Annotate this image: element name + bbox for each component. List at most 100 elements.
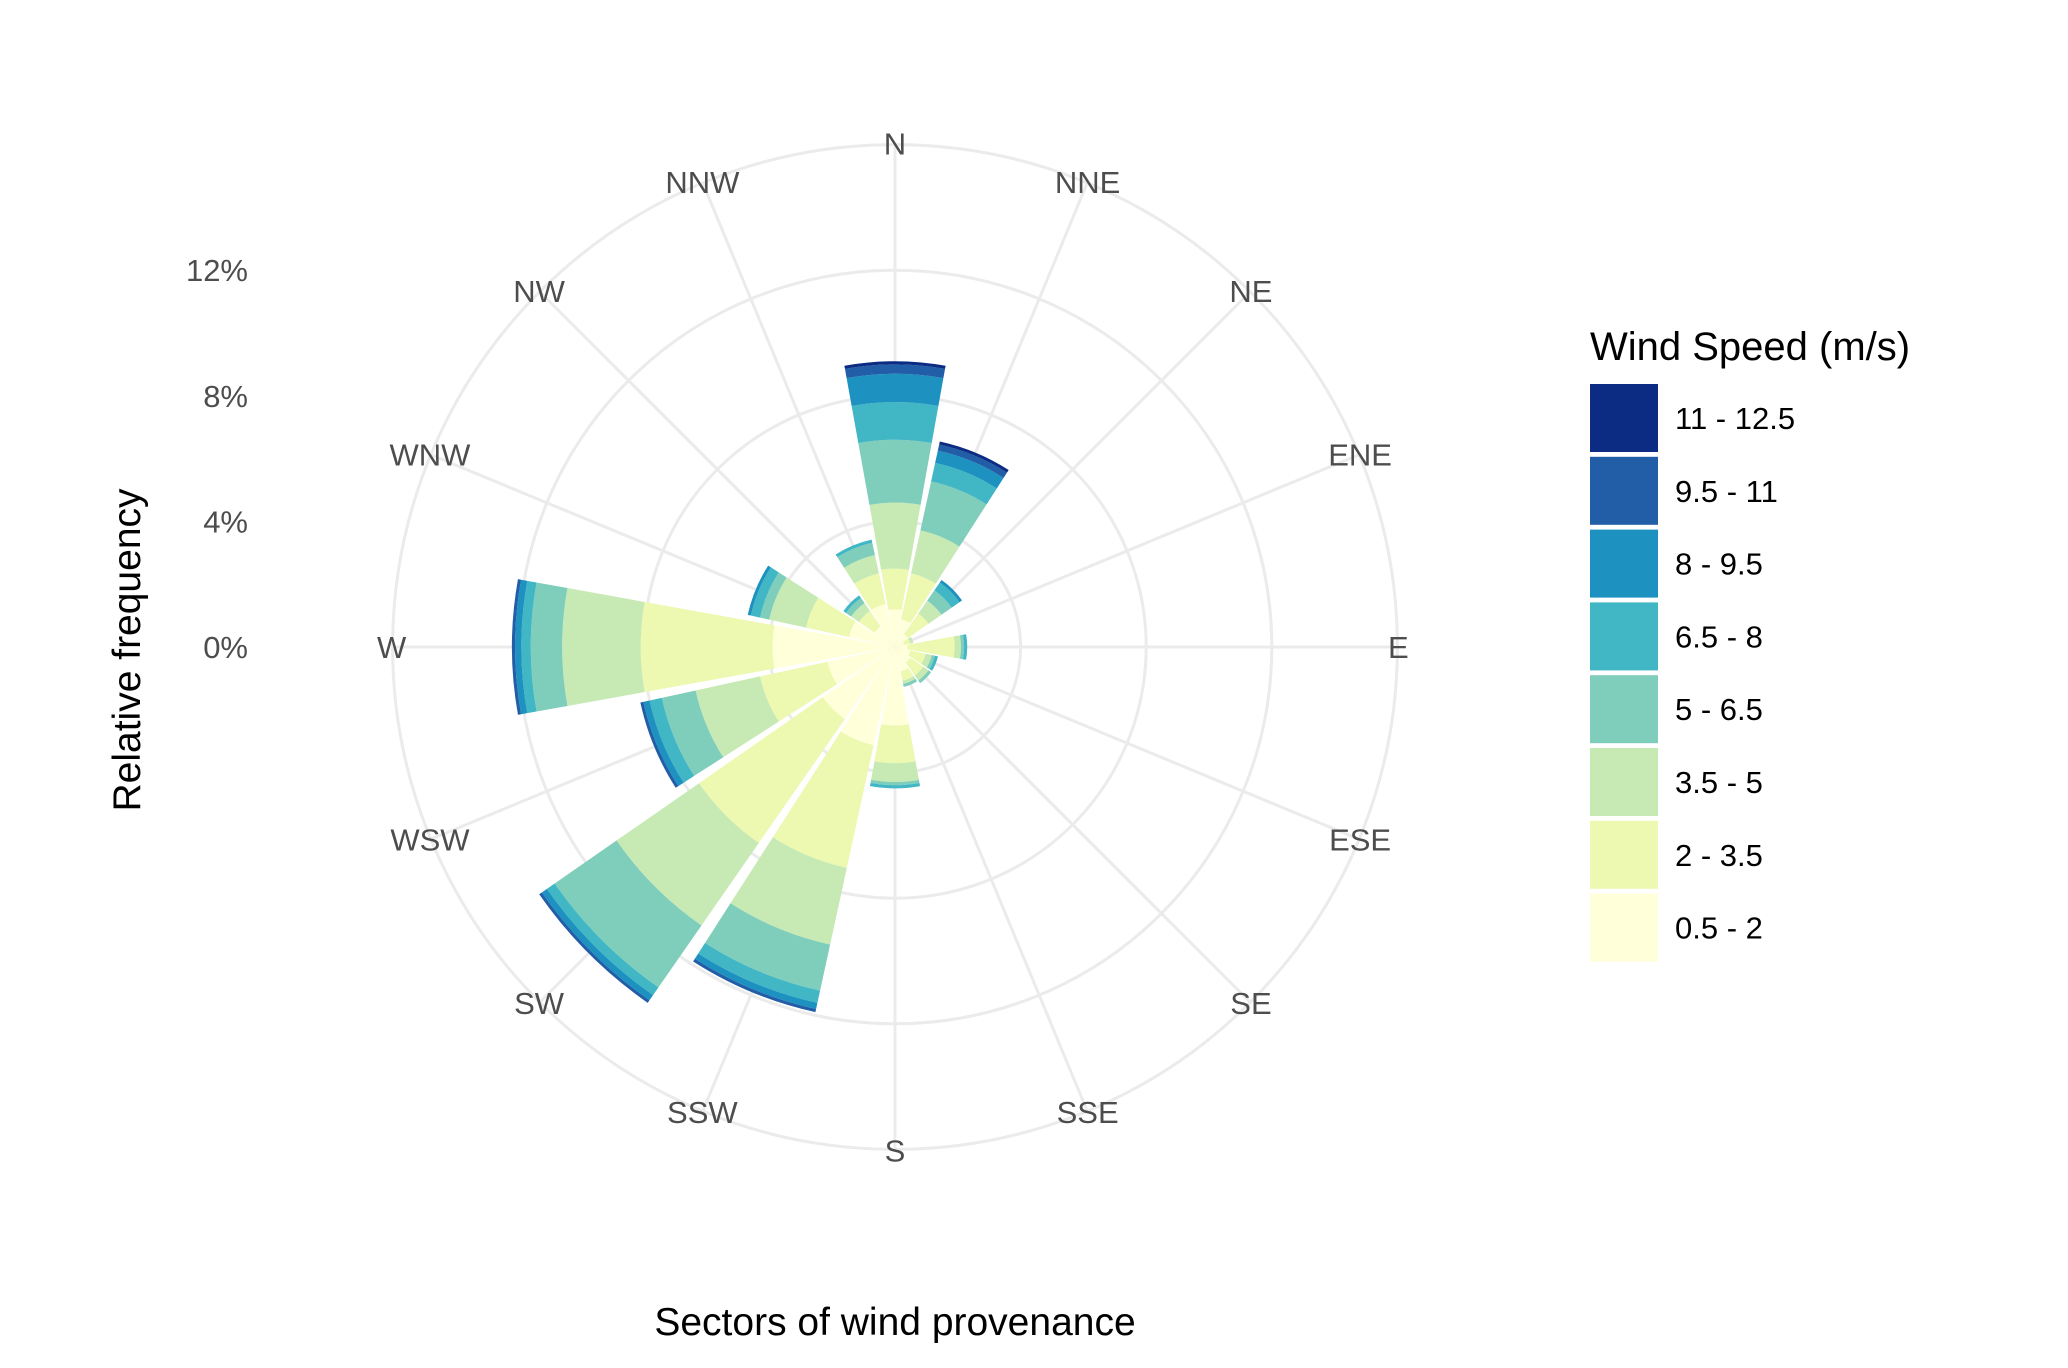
legend-key-swatch-4 <box>1590 675 1658 744</box>
bar-ese-bin-1 <box>908 650 926 664</box>
direction-label-wnw: WNW <box>389 437 471 472</box>
bar-n-bin-4 <box>851 402 939 444</box>
legend-key-label-2: 8 - 9.5 <box>1675 547 1763 582</box>
bar-ssw-bin-1 <box>772 731 874 868</box>
bar-nnw-bin-3 <box>837 542 875 568</box>
direction-label-ne: NE <box>1229 274 1272 309</box>
legend-key-label-1: 9.5 - 11 <box>1675 474 1778 509</box>
direction-label-nw: NW <box>513 274 565 309</box>
bar-nw-bin-2 <box>851 603 870 622</box>
legend-key-label-6: 2 - 3.5 <box>1675 838 1763 873</box>
bar-wsw-bin-3 <box>661 690 724 776</box>
direction-labels: N NNE NE ENE E ESE SE SSE S SSW SW WSW W WNW NW NNW <box>377 127 1409 1169</box>
direction-label-s: S <box>885 1133 906 1168</box>
bar-e-bin-1 <box>907 636 955 658</box>
radial-tick-labels: 0% 4% 8% 12% <box>186 253 248 665</box>
direction-label-n: N <box>884 127 906 162</box>
legend-key-swatch-7 <box>1590 893 1658 962</box>
bar-nw-bin-1 <box>858 610 881 633</box>
bar-wsw-bin-5 <box>643 700 684 787</box>
legend-keys: 11 - 12.5 9.5 - 11 8 - 9.5 6.5 - 8 5 - 6.5 3.… <box>1590 384 1795 962</box>
bar-ssw-bin-5 <box>694 953 818 1010</box>
bar-wsw-bin-4 <box>649 697 695 783</box>
bar-wnw-bin-2 <box>769 577 819 628</box>
bar-w-bin-5 <box>515 579 528 715</box>
bar-wsw-bin-6 <box>640 701 679 788</box>
bar-n-bin-0 <box>888 609 902 647</box>
bar-sw-bin-2 <box>616 783 759 926</box>
legend-key-swatch-5 <box>1590 748 1658 816</box>
bar-wnw-bin-5 <box>747 565 771 616</box>
bar-nne-bin-5 <box>935 450 1004 489</box>
bar-sw-bin-4 <box>546 883 659 996</box>
bar-n-bin-7 <box>844 361 946 369</box>
bar-ne-bin-4 <box>934 582 960 608</box>
bar-e-bin-2 <box>953 635 961 659</box>
bar-se-bin-2 <box>914 666 929 681</box>
bar-w-bin-6 <box>511 579 522 715</box>
bar-ese-bin-3 <box>926 655 935 670</box>
direction-label-ssw: SSW <box>667 1095 738 1130</box>
bar-wsw-bin-0 <box>827 647 895 685</box>
bar-w-bin-1 <box>640 601 775 693</box>
r-tick-label-2: 8% <box>203 379 248 414</box>
bar-nne-bin-2 <box>911 530 960 584</box>
bar-n-bin-5 <box>846 373 944 406</box>
legend-key-label-3: 6.5 - 8 <box>1675 619 1763 654</box>
legend-key-label-7: 0.5 - 2 <box>1675 911 1763 946</box>
direction-label-sse: SSE <box>1057 1095 1119 1130</box>
bar-wnw-bin-0 <box>848 621 895 647</box>
r-tick-label-1: 4% <box>203 504 248 539</box>
bar-w-bin-3 <box>530 582 568 712</box>
bar-n-bin-3 <box>858 439 932 505</box>
bar-nnw-bin-0 <box>871 604 895 647</box>
bar-se-bin-3 <box>918 670 932 684</box>
bar-wnw-bin-3 <box>760 572 787 620</box>
bar-nne-bin-1 <box>901 573 936 624</box>
bar-ese-bin-4 <box>929 655 938 671</box>
legend-key-swatch-2 <box>1590 529 1658 598</box>
bar-sw-bin-5 <box>541 888 654 1001</box>
y-axis-title: Relative frequency <box>106 488 149 812</box>
grid-spoke-ne <box>893 290 1252 649</box>
direction-label-ese: ESE <box>1329 823 1391 858</box>
direction-label-w: W <box>377 630 407 665</box>
bar-ne-bin-2 <box>918 600 942 624</box>
wind-rose-bars <box>511 361 1009 1013</box>
bar-ese-bin-2 <box>921 653 932 668</box>
bar-s-bin-2 <box>871 761 919 783</box>
bar-ne-bin-5 <box>939 579 963 603</box>
bar-n-bin-6 <box>844 364 946 379</box>
bar-n-bin-1 <box>881 568 909 610</box>
bar-ne-bin-1 <box>903 613 929 639</box>
bar-s-bin-0 <box>881 647 909 726</box>
bar-nne-bin-0 <box>895 619 911 647</box>
bar-wsw-bin-2 <box>695 676 779 758</box>
bar-ne-bin-0 <box>895 634 908 647</box>
direction-label-nnw: NNW <box>665 165 740 200</box>
bar-nnw-bin-2 <box>844 554 879 584</box>
legend-key-label-5: 3.5 - 5 <box>1675 765 1763 800</box>
bar-ssw-bin-4 <box>698 942 821 1003</box>
legend-key-label-0: 11 - 12.5 <box>1675 401 1795 436</box>
bar-wnw-bin-1 <box>806 597 856 637</box>
bar-e-bin-3 <box>959 634 965 660</box>
legend-key-swatch-6 <box>1590 820 1658 889</box>
bar-sw-bin-1 <box>699 697 845 843</box>
x-axis-title: Sectors of wind provenance <box>654 1301 1135 1344</box>
bar-s-bin-3 <box>870 779 920 786</box>
grid-spoke-sse <box>893 646 1089 1112</box>
bar-nw-bin-4 <box>843 595 861 613</box>
bar-se-bin-0 <box>895 647 911 663</box>
direction-label-se: SE <box>1230 986 1271 1021</box>
bar-w-bin-0 <box>772 625 895 669</box>
bar-sse-bin-1 <box>900 668 914 681</box>
r-tick-label-3: 12% <box>186 253 248 288</box>
bar-s-bin-4 <box>869 782 921 789</box>
legend-key-swatch-3 <box>1590 602 1658 671</box>
bar-sse-bin-3 <box>903 678 918 687</box>
bar-s-bin-1 <box>874 724 916 764</box>
bar-nne-bin-6 <box>937 444 1007 478</box>
bar-sw-bin-3 <box>554 840 702 988</box>
